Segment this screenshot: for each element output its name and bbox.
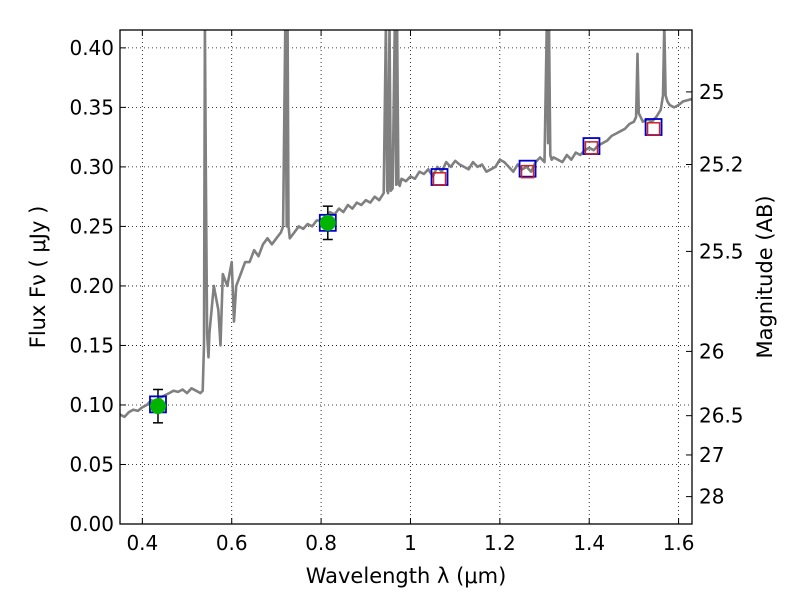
x-tick-label: 1.4 bbox=[573, 531, 605, 555]
y-tick-label: 0.25 bbox=[69, 214, 114, 238]
measured-flux-box bbox=[520, 164, 535, 179]
x-tick-label: 0.8 bbox=[305, 531, 337, 555]
photometry-point bbox=[149, 388, 167, 424]
y2-axis-label: Magnitude (AB) bbox=[753, 195, 777, 358]
y2-tick-label: 25 bbox=[699, 80, 724, 104]
model-flux-box bbox=[518, 159, 537, 178]
x-tick-label: 1 bbox=[404, 531, 417, 555]
y2-tick-label: 25.2 bbox=[699, 153, 744, 177]
tick-labels: 0.4 0.6 0.8 1 1.2 1.4 1.6 0.00 0.05 0.10 0.15 0.20 0… bbox=[69, 36, 743, 555]
x-tick-label: 0.4 bbox=[126, 531, 158, 555]
y-tick-label: 0.30 bbox=[69, 155, 114, 179]
y-tick-label: 0.20 bbox=[69, 274, 114, 298]
y-tick-label: 0.35 bbox=[69, 95, 114, 119]
plot-frame bbox=[119, 29, 693, 525]
measured-flux-box bbox=[584, 141, 599, 155]
y2-tick-label: 25.5 bbox=[699, 239, 744, 263]
measured-flux-marker bbox=[149, 398, 166, 415]
photometry-point bbox=[318, 205, 337, 241]
y-tick-label: 0.40 bbox=[69, 36, 114, 60]
measured-flux-box bbox=[432, 172, 447, 186]
model-spectrum bbox=[120, 30, 692, 419]
photometry-point bbox=[582, 137, 601, 155]
y2-tick-label: 28 bbox=[699, 485, 724, 509]
x-tick-label: 1.2 bbox=[484, 531, 516, 555]
y-tick-label: 0.15 bbox=[69, 333, 114, 357]
x-axis-label: Wavelength λ (μm) bbox=[306, 564, 507, 588]
y2-tick-label: 26.5 bbox=[699, 404, 744, 428]
photometry-point bbox=[518, 159, 537, 179]
axis-ticks bbox=[120, 30, 692, 525]
measured-flux-marker bbox=[319, 214, 336, 231]
x-tick-label: 0.6 bbox=[216, 531, 248, 555]
y-tick-label: 0.05 bbox=[69, 452, 114, 476]
photometry-point bbox=[430, 168, 449, 186]
y2-tick-label: 26 bbox=[699, 339, 724, 363]
y-tick-label: 0.00 bbox=[69, 512, 114, 536]
x-tick-label: 1.6 bbox=[663, 531, 695, 555]
measured-flux-box bbox=[646, 122, 661, 136]
spectrum-line bbox=[120, 30, 692, 419]
y-tick-label: 0.10 bbox=[69, 393, 114, 417]
photometry-points bbox=[149, 118, 663, 424]
y-axis-label: Flux Fν ( μJy ) bbox=[26, 206, 50, 349]
y2-tick-label: 27 bbox=[699, 443, 724, 467]
photometry-point bbox=[644, 118, 663, 136]
